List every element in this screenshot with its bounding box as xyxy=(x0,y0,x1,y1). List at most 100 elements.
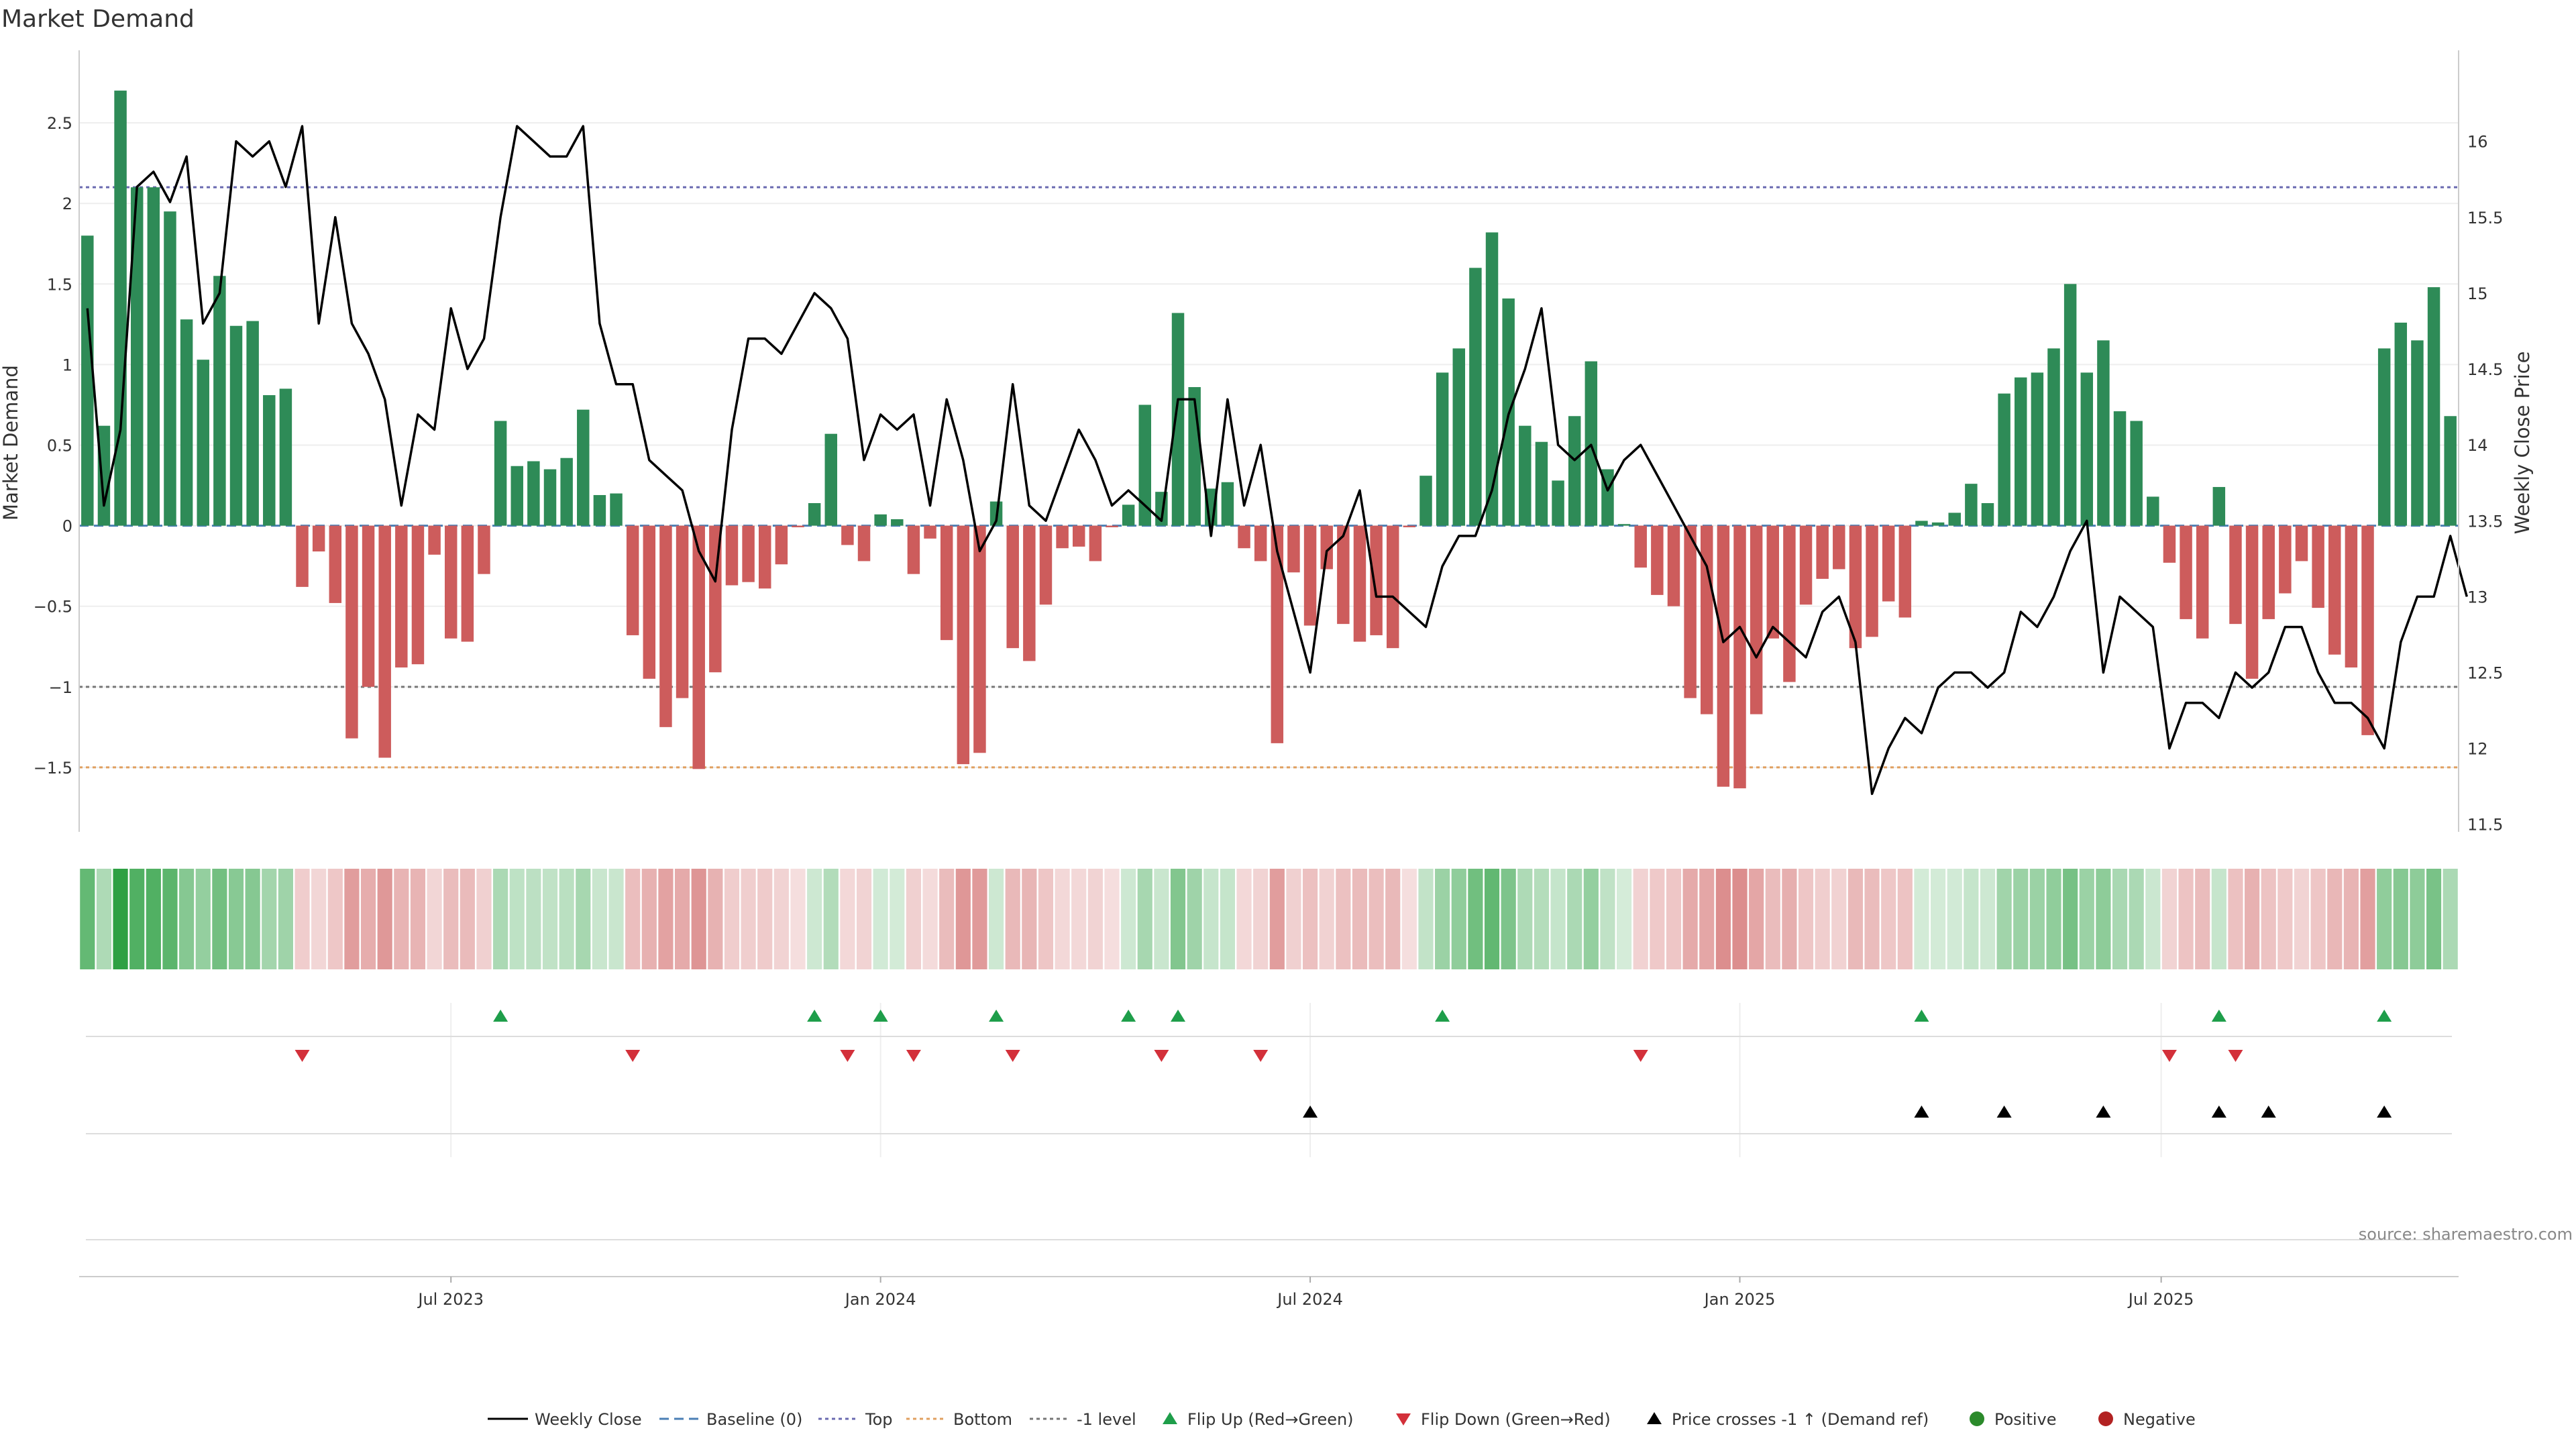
heat-cell xyxy=(1567,869,1582,969)
heat-cell xyxy=(1005,869,1020,969)
source-note: source: sharemaestro.com xyxy=(2359,1225,2573,1244)
heat-cell xyxy=(773,869,789,969)
heat-cell xyxy=(1583,869,1599,969)
demand-bar-negative xyxy=(1006,525,1019,649)
demand-bar-negative xyxy=(2279,525,2292,594)
heat-cell xyxy=(1534,869,1550,969)
demand-bar-negative xyxy=(2245,525,2259,679)
heat-cell xyxy=(2343,869,2359,969)
demand-bar-positive xyxy=(1948,513,1961,526)
demand-bar-positive xyxy=(130,187,144,526)
heat-cell xyxy=(493,869,508,969)
heat-cell xyxy=(1253,869,1269,969)
heat-cell xyxy=(1947,869,1962,969)
demand-bar-negative xyxy=(1089,525,1102,561)
demand-bar-negative xyxy=(1667,525,1680,606)
demand-bar-positive xyxy=(1436,372,1449,526)
heat-cell xyxy=(476,869,492,969)
heat-cell xyxy=(1071,869,1087,969)
heat-cell xyxy=(394,869,409,969)
flip-up-marker xyxy=(1171,1010,1186,1022)
demand-bar-positive xyxy=(1122,504,1135,526)
legend-label: Weekly Close xyxy=(535,1410,642,1429)
heat-cell xyxy=(212,869,227,969)
heat-cell xyxy=(460,869,475,969)
legend-label: Baseline (0) xyxy=(706,1410,802,1429)
heat-cell xyxy=(1782,869,1797,969)
heat-cell xyxy=(2294,869,2310,969)
demand-bar-negative xyxy=(461,525,474,642)
heat-cell xyxy=(195,869,211,969)
demand-bar-negative xyxy=(1271,525,1284,743)
demand-bar-positive xyxy=(511,466,523,526)
x-tick-label: Jan 2024 xyxy=(844,1290,916,1309)
demand-bar-positive xyxy=(114,91,127,526)
y-left-tick-label: 2 xyxy=(62,195,72,213)
heat-cell xyxy=(1468,869,1483,969)
demand-bar-positive xyxy=(213,276,226,526)
flip-up-marker xyxy=(1121,1010,1136,1022)
heat-cell xyxy=(162,869,178,969)
demand-bar-negative xyxy=(2180,525,2192,619)
demand-bar-positive xyxy=(147,187,160,526)
heat-cell xyxy=(807,869,822,969)
heat-cell xyxy=(344,869,360,969)
demand-bar-positive xyxy=(1519,425,1532,526)
heat-cell xyxy=(1055,869,1070,969)
heat-cell xyxy=(2079,869,2094,969)
flip-up-marker xyxy=(873,1010,888,1022)
weekly-close-polyline xyxy=(86,125,2468,796)
legend-swatch-flip-up xyxy=(1163,1412,1177,1424)
demand-bar-negative xyxy=(626,525,639,635)
y-right-tick-label: 14 xyxy=(2467,436,2488,455)
heat-cell xyxy=(1203,869,1219,969)
x-tick-label: Jul 2023 xyxy=(417,1290,484,1309)
heat-cell xyxy=(1699,869,1715,969)
heat-cell xyxy=(96,869,112,969)
heat-cell xyxy=(1732,869,1748,969)
demand-bar-positive xyxy=(610,493,623,526)
heat-cell xyxy=(1137,869,1152,969)
heat-cell xyxy=(2129,869,2144,969)
demand-bar-negative xyxy=(1816,525,1829,579)
heat-cell xyxy=(790,869,806,969)
legend-label: Top xyxy=(865,1410,893,1429)
demand-bar-positive xyxy=(2031,372,2044,526)
heat-cell xyxy=(1435,869,1450,969)
demand-bar-negative xyxy=(857,525,871,561)
heat-cell xyxy=(1666,869,1682,969)
demand-bar-negative xyxy=(924,525,936,539)
heat-cell xyxy=(955,869,971,969)
demand-bar-negative xyxy=(296,525,309,587)
heat-cell xyxy=(1996,869,2012,969)
demand-bar-negative xyxy=(1387,525,1399,649)
heat-cell xyxy=(129,869,145,969)
y-right-tick-label: 15.5 xyxy=(2467,209,2503,227)
demand-bar-negative xyxy=(1634,525,1647,568)
heat-cell xyxy=(1236,869,1252,969)
demand-bar-positive xyxy=(2394,322,2408,526)
heat-cell xyxy=(1847,869,1864,969)
flip-up-marker xyxy=(989,1010,1004,1022)
demand-bar-negative xyxy=(1403,525,1416,528)
demand-bar-negative xyxy=(395,525,408,667)
heat-cell xyxy=(113,869,128,969)
flip-up-marker xyxy=(2377,1010,2392,1022)
event-markers xyxy=(86,1010,2452,1240)
y-left-tick-label: 0.5 xyxy=(47,437,72,455)
demand-bar-positive xyxy=(1485,232,1499,526)
flip-down-marker xyxy=(2228,1050,2243,1062)
heat-cell xyxy=(625,869,641,969)
heat-cell xyxy=(757,869,773,969)
y-right-tick-label: 12.5 xyxy=(2467,663,2503,682)
heat-cell xyxy=(1187,869,1202,969)
heat-cell xyxy=(1104,869,1120,969)
heat-cell xyxy=(2310,869,2326,969)
demand-bar-positive xyxy=(229,325,243,526)
demand-bar-negative xyxy=(428,525,441,555)
heat-cell xyxy=(377,869,392,969)
y-left-tick-label: 1 xyxy=(62,356,72,374)
demand-bar-negative xyxy=(775,525,788,565)
heat-cell xyxy=(2277,869,2293,969)
